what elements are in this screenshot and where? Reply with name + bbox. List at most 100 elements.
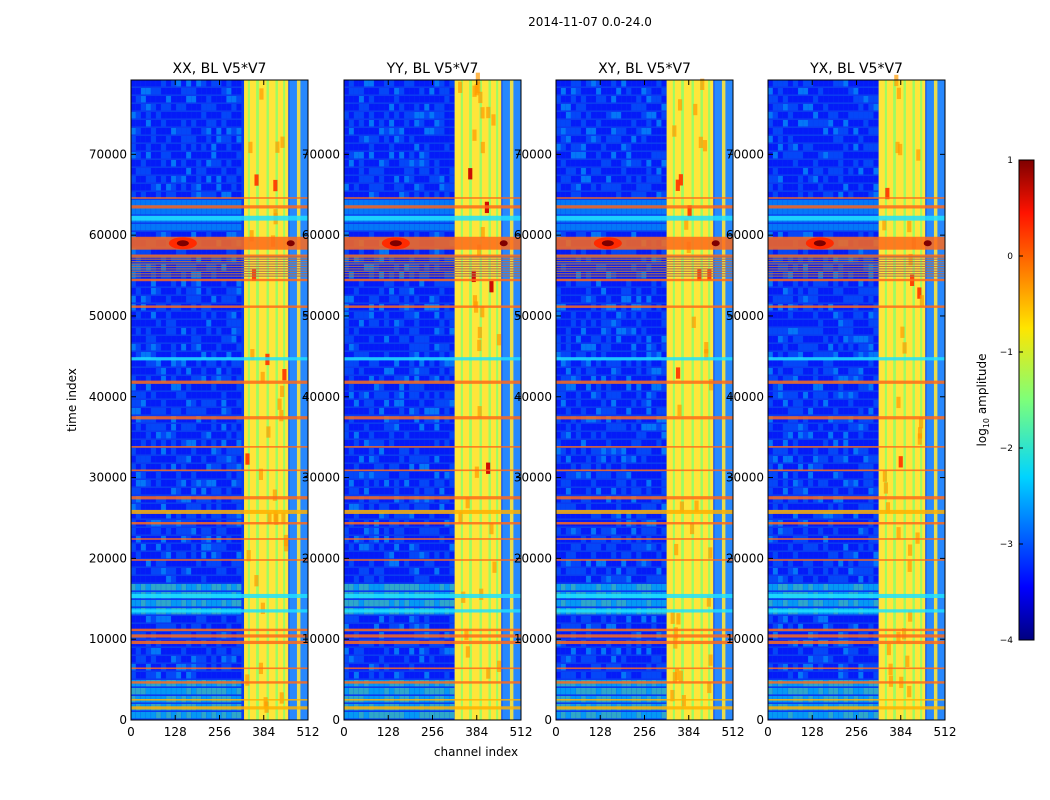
noise-cell bbox=[631, 616, 637, 623]
noise-cell bbox=[601, 600, 607, 607]
noise-cell bbox=[404, 136, 410, 143]
rfi-burst-core bbox=[389, 240, 402, 247]
noise-cell bbox=[181, 288, 187, 295]
noise-cell bbox=[444, 392, 450, 399]
noise-cell bbox=[236, 192, 242, 199]
noise-cell bbox=[206, 360, 212, 367]
noise-cell bbox=[394, 280, 400, 287]
noise-cell bbox=[591, 400, 596, 407]
noise-cell bbox=[176, 432, 182, 439]
noise-cell bbox=[419, 568, 425, 575]
noise-cell bbox=[449, 232, 455, 239]
noise-cell bbox=[636, 280, 642, 287]
noise-cell bbox=[181, 488, 187, 495]
noise-cell bbox=[161, 400, 166, 407]
noise-cell bbox=[191, 456, 197, 463]
noise-cell bbox=[449, 528, 455, 535]
noise-cell bbox=[591, 272, 596, 279]
noise-cell bbox=[596, 384, 601, 391]
noise-cell bbox=[364, 312, 369, 319]
noise-cell bbox=[236, 88, 242, 95]
noise-cell bbox=[171, 456, 176, 463]
noise-cell bbox=[409, 160, 415, 167]
noise-cell bbox=[631, 432, 637, 439]
noise-cell bbox=[444, 224, 450, 231]
noise-cell bbox=[353, 176, 359, 183]
noise-cell bbox=[221, 280, 227, 287]
noise-cell bbox=[434, 424, 440, 431]
noise-cell bbox=[374, 120, 379, 127]
noise-cell bbox=[364, 488, 369, 495]
noise-cell bbox=[636, 320, 642, 327]
noise-cell bbox=[211, 208, 217, 215]
noise-cell bbox=[369, 296, 374, 303]
noise-cell bbox=[374, 392, 379, 399]
noise-cell bbox=[211, 184, 217, 191]
noise-cell bbox=[651, 648, 657, 655]
noise-cell bbox=[359, 576, 364, 583]
noise-cell bbox=[384, 264, 389, 271]
noise-cell bbox=[196, 584, 202, 591]
noise-cell bbox=[586, 424, 591, 431]
rfi-hot-patch bbox=[272, 489, 277, 501]
noise-cell bbox=[181, 456, 187, 463]
noise-cell bbox=[409, 200, 415, 207]
noise-cell bbox=[130, 152, 136, 159]
noise-cell bbox=[379, 648, 384, 655]
noise-cell bbox=[374, 712, 379, 719]
noise-cell bbox=[181, 160, 187, 167]
noise-cell bbox=[641, 600, 647, 607]
noise-cell bbox=[571, 672, 576, 679]
noise-cell bbox=[414, 200, 420, 207]
noise-cell bbox=[429, 312, 435, 319]
noise-cell bbox=[216, 528, 222, 535]
noise-cell bbox=[130, 96, 136, 103]
noise-cell bbox=[343, 672, 349, 679]
noise-cell bbox=[384, 320, 389, 327]
noise-cell bbox=[161, 408, 166, 415]
noise-cell bbox=[146, 408, 151, 415]
noise-cell bbox=[186, 568, 192, 575]
noise-cell bbox=[596, 448, 601, 455]
noise-cell bbox=[151, 664, 156, 671]
noise-cell bbox=[166, 96, 171, 103]
noise-cell bbox=[201, 160, 207, 167]
noise-cell bbox=[596, 712, 601, 719]
noise-cell bbox=[221, 568, 227, 575]
noise-cell bbox=[414, 568, 420, 575]
noise-cell bbox=[591, 352, 596, 359]
noise-cell bbox=[389, 104, 395, 111]
noise-cell bbox=[161, 280, 166, 287]
noise-cell bbox=[151, 400, 156, 407]
noise-cell bbox=[621, 576, 627, 583]
noise-cell bbox=[656, 456, 662, 463]
noise-cell bbox=[156, 296, 161, 303]
noise-cell bbox=[626, 296, 632, 303]
noise-cell bbox=[434, 128, 440, 135]
noise-cell bbox=[201, 624, 207, 631]
noise-cell bbox=[626, 400, 632, 407]
noise-cell bbox=[439, 552, 445, 559]
noise-cell bbox=[348, 400, 354, 407]
noise-cell bbox=[631, 352, 637, 359]
noise-cell bbox=[211, 376, 217, 383]
noise-cell bbox=[414, 512, 420, 519]
noise-cell bbox=[140, 584, 146, 591]
noise-cell bbox=[384, 616, 389, 623]
noise-cell bbox=[555, 624, 561, 631]
noise-cell bbox=[171, 360, 176, 367]
noise-cell bbox=[591, 648, 596, 655]
noise-cell bbox=[374, 544, 379, 551]
noise-cell bbox=[171, 376, 176, 383]
noise-cell bbox=[353, 480, 359, 487]
noise-cell bbox=[186, 264, 192, 271]
rfi-vertical-stripe bbox=[460, 80, 463, 720]
panel-xy: XY, BL V5*V70 128 256 384 512010000200003000… bbox=[514, 61, 745, 739]
noise-cell bbox=[379, 688, 384, 695]
noise-cell bbox=[146, 600, 151, 607]
noise-cell bbox=[196, 208, 202, 215]
noise-cell bbox=[211, 328, 217, 335]
noise-cell bbox=[560, 648, 566, 655]
noise-cell bbox=[236, 168, 242, 175]
noise-cell bbox=[616, 384, 622, 391]
